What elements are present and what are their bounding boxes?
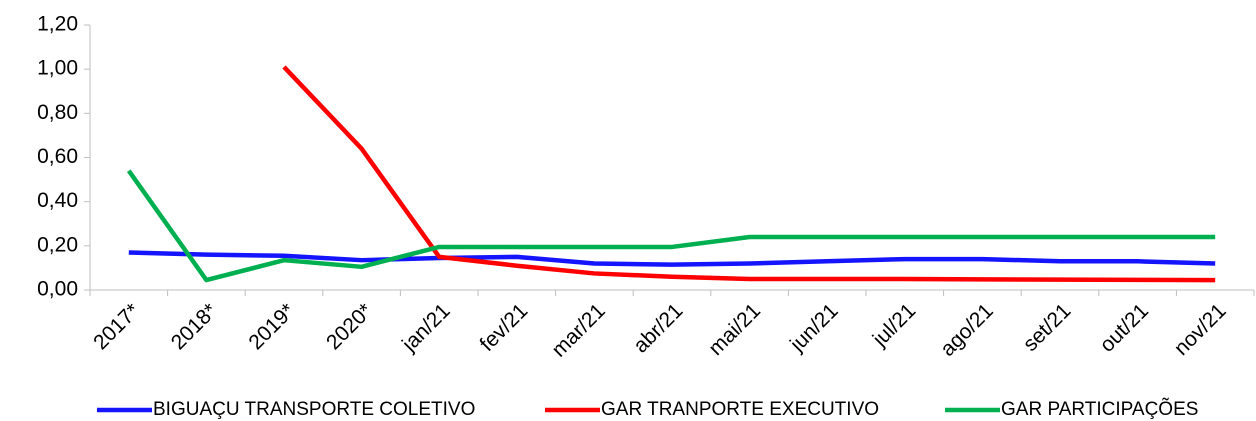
series-line bbox=[282, 65, 1216, 283]
y-tick-label: 0,80 bbox=[37, 101, 78, 124]
y-tick-label: 1,00 bbox=[37, 57, 78, 80]
x-tick-label: ago/21 bbox=[936, 299, 998, 361]
x-tick-label: 2018* bbox=[167, 299, 222, 354]
x-tick-label: abr/21 bbox=[629, 299, 687, 357]
series-line bbox=[128, 250, 1216, 267]
legend-label: GAR TRANPORTE EXECUTIVO bbox=[601, 399, 879, 420]
x-tick-label: jul/21 bbox=[868, 299, 920, 351]
x-tick-label: nov/21 bbox=[1170, 299, 1231, 360]
y-tick-label: 1,20 bbox=[37, 13, 78, 36]
x-tick-label: mar/21 bbox=[547, 299, 609, 361]
x-tick-label: set/21 bbox=[1019, 299, 1076, 356]
x-tick-label: 2020* bbox=[322, 299, 377, 354]
x-tick-label: 2017* bbox=[89, 299, 144, 354]
y-tick-label: 0,60 bbox=[37, 145, 78, 168]
legend-label: BIGUAÇU TRANSPORTE COLETIVO bbox=[153, 399, 475, 420]
x-tick-label: mai/21 bbox=[704, 299, 765, 360]
y-tick-label: 0,20 bbox=[37, 233, 78, 256]
x-tick-label: out/21 bbox=[1096, 299, 1154, 357]
x-tick-label: jan/21 bbox=[397, 299, 454, 356]
y-tick-label: 0,00 bbox=[37, 278, 78, 301]
legend-label: GAR PARTICIPAÇÕES bbox=[1001, 398, 1198, 420]
y-tick-label: 0,40 bbox=[37, 189, 78, 212]
series-line bbox=[126, 169, 1216, 283]
x-tick-label: jun/21 bbox=[785, 299, 842, 356]
x-tick-label: fev/21 bbox=[476, 299, 533, 356]
x-tick-label: 2019* bbox=[244, 299, 299, 354]
